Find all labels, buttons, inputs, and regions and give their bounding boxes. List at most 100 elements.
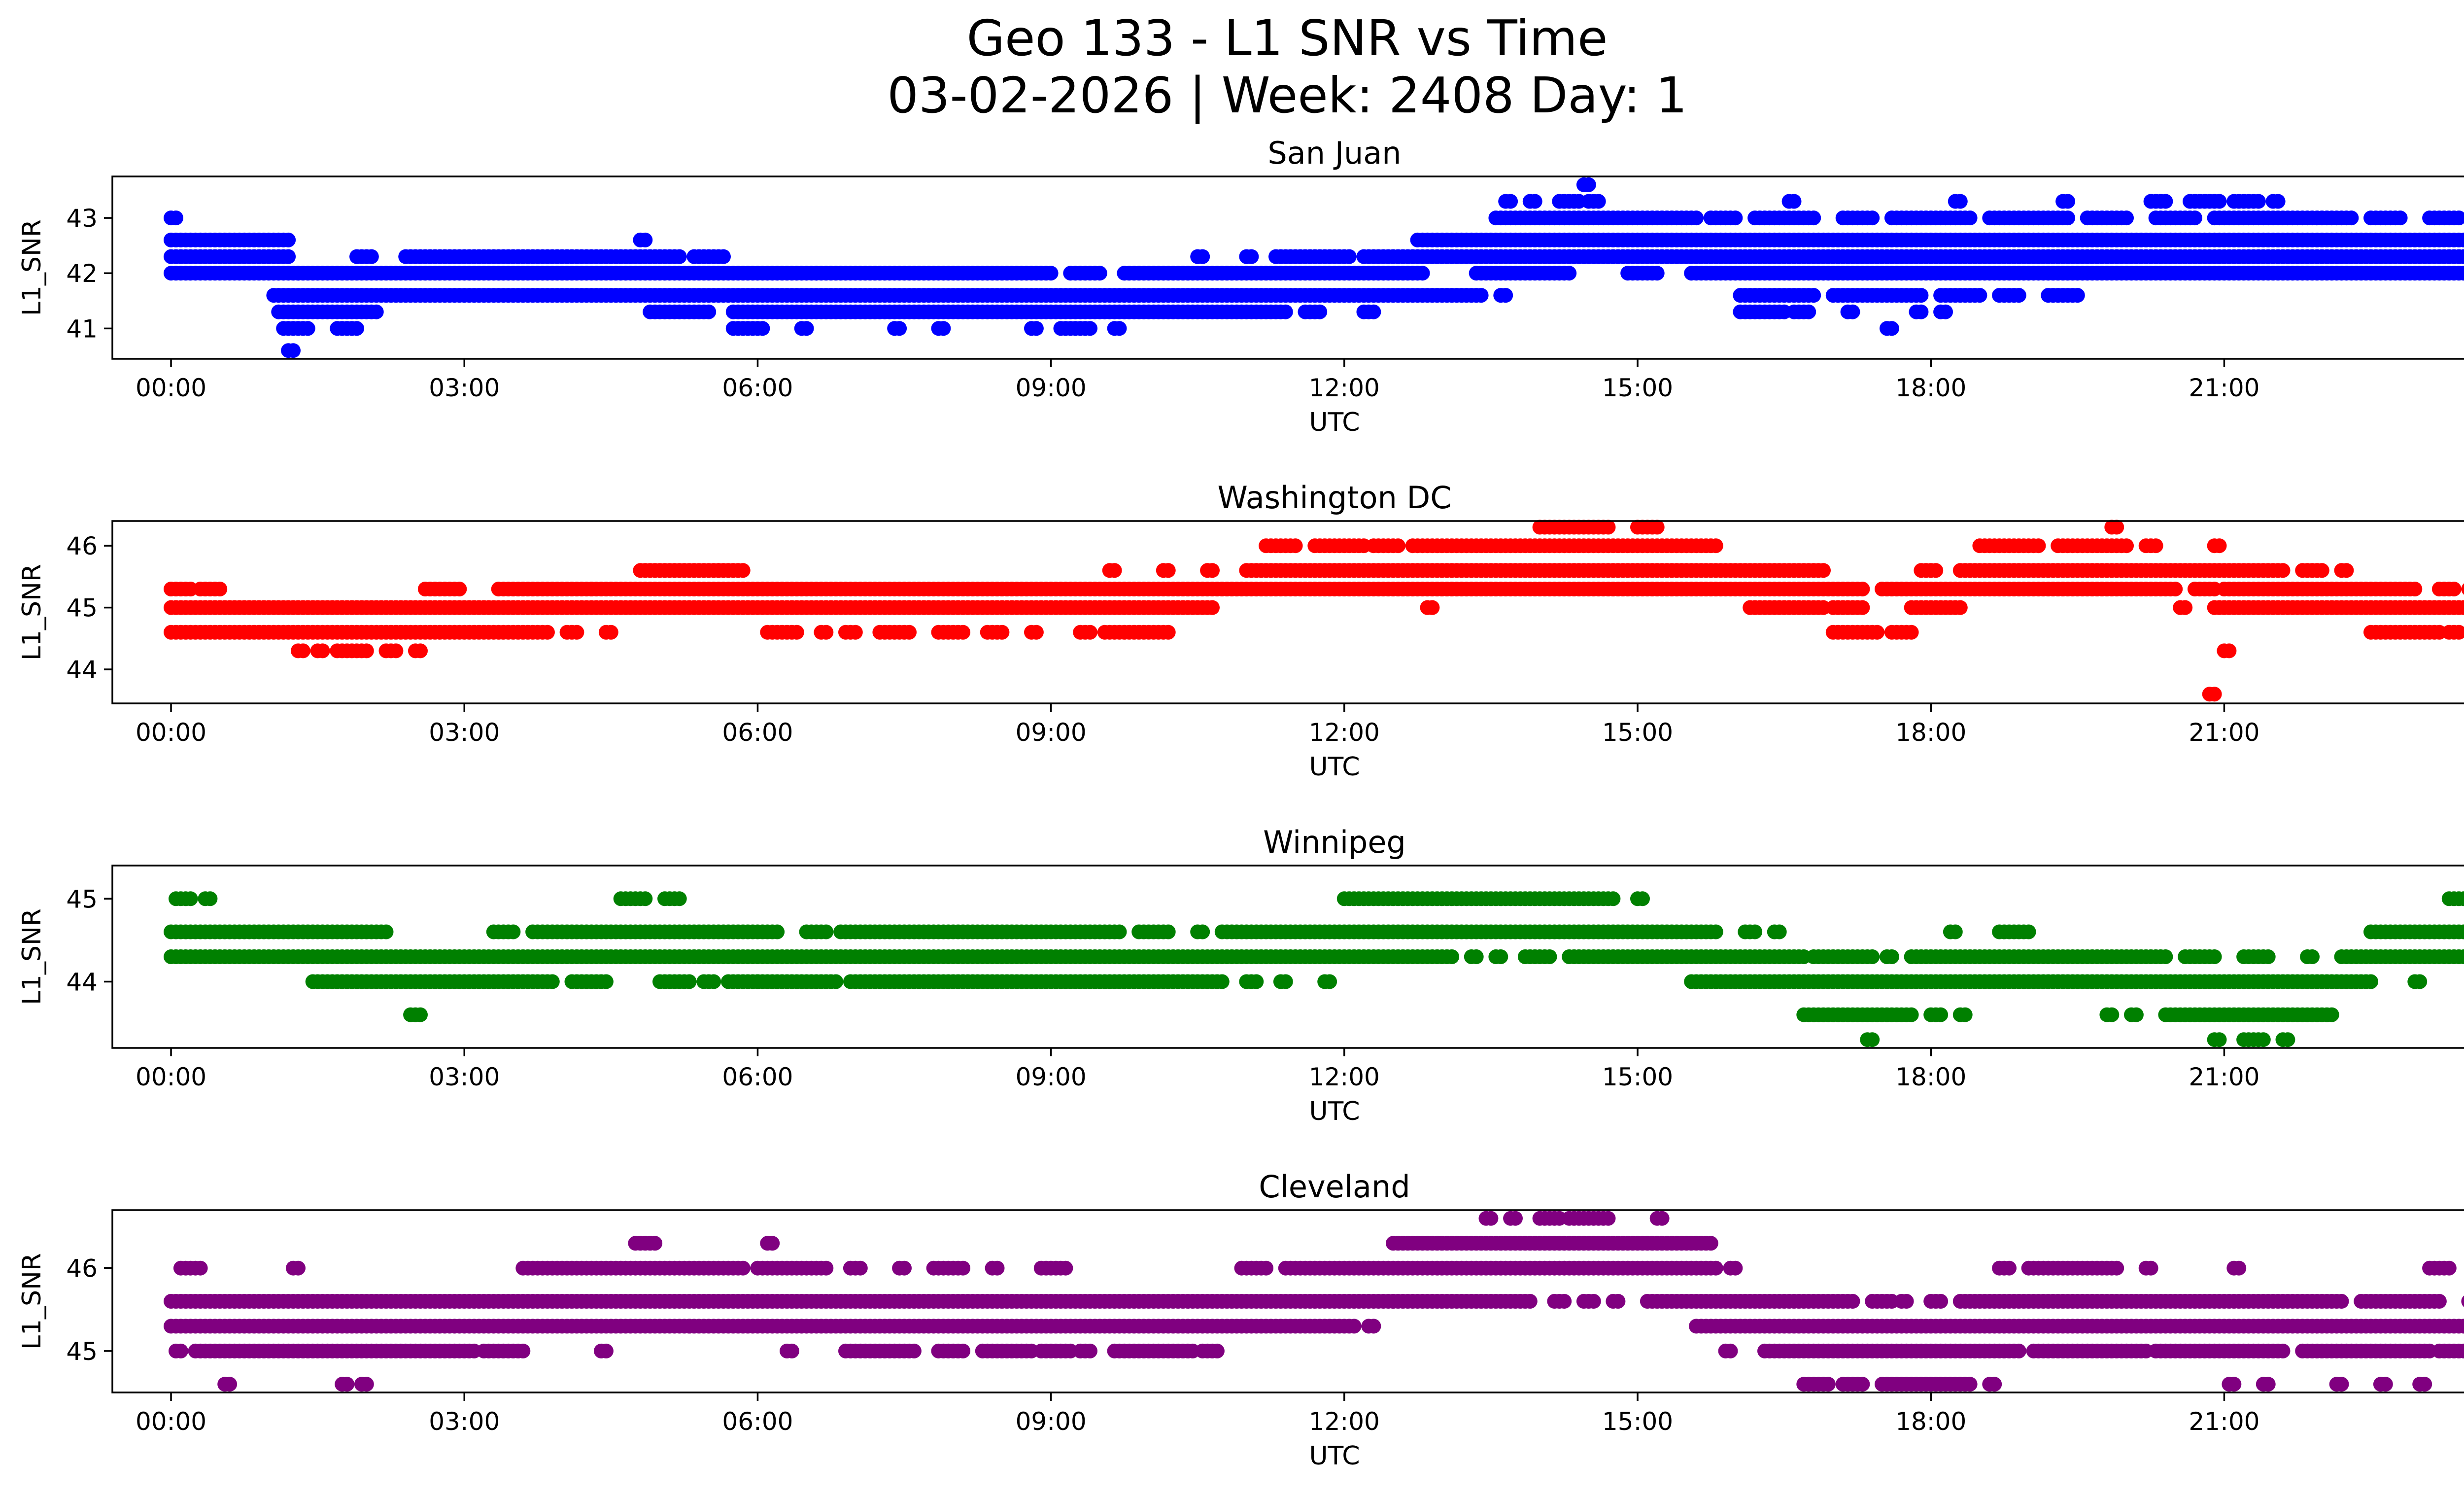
data-point [2305,949,2320,964]
y-tick-label: 42 [66,259,98,288]
data-point [2256,1032,2271,1047]
data-point [1028,625,1044,640]
data-point [1606,891,1621,906]
data-point [819,924,834,939]
x-tick-label: 15:00 [1602,718,1673,747]
data-point [1952,194,1968,209]
subplot-title-cleveland: Cleveland [1259,1169,1410,1205]
y-axis-label-san-juan: L1_SNR [17,219,47,316]
data-point [1161,563,1176,578]
data-point [936,321,951,336]
data-point [1635,891,1650,906]
data-point [1195,249,1210,264]
data-point [2060,210,2075,226]
data-point [994,625,1010,640]
data-point [1601,520,1616,535]
data-point [1952,600,1968,615]
data-point [315,643,330,659]
data-point [1259,1260,1274,1276]
data-point [2456,232,2464,247]
data-point [1288,538,1303,554]
data-point [2104,1007,2120,1022]
data-point [388,643,404,659]
data-point [1425,600,1440,615]
data-point [1161,625,1176,640]
data-point [1391,538,1405,554]
x-axis-label-washington-dc: UTC [1309,752,1360,782]
data-point [672,249,687,264]
data-point [755,321,770,336]
data-point [848,625,863,640]
data-point [2275,563,2291,578]
x-tick-label: 06:00 [722,1063,793,1091]
y-tick-label: 46 [66,532,98,560]
data-point [1557,1294,1572,1309]
data-point [2231,1260,2247,1276]
y-tick-label: 43 [66,204,98,233]
data-point [2109,1260,2124,1276]
data-point [1865,949,1880,964]
data-point [1586,1294,1601,1309]
data-point [569,625,584,640]
data-point [1649,520,1665,535]
data-point [1904,1007,1919,1022]
data-point [1933,1007,1949,1022]
x-tick-label: 00:00 [136,718,206,747]
data-point [1278,974,1293,989]
data-point [2456,266,2464,281]
data-point [2109,520,2124,535]
data-point [1865,1032,1880,1047]
data-point [1112,321,1127,336]
data-point [956,1260,971,1276]
data-point [2461,250,2464,263]
data-point [506,924,521,939]
x-tick-label: 15:00 [1602,374,1673,402]
data-point [1914,304,1929,319]
data-point [1312,304,1328,319]
data-point [902,625,917,640]
data-point [1855,600,1870,615]
data-point [2212,538,2227,554]
data-point [2461,926,2464,938]
x-tick-label: 21:00 [2189,718,2259,747]
data-point [2446,582,2462,596]
data-point [897,1260,912,1276]
x-axis-label-winnipeg: UTC [1309,1097,1360,1126]
data-point [1205,563,1220,578]
axes-frame-san-juan [111,175,2464,360]
data-point [2461,234,2464,246]
data-point [1708,924,1723,939]
data-point [1938,304,1953,319]
data-point [452,582,467,596]
data-point [1083,625,1097,640]
data-point [2222,643,2237,659]
data-point [603,625,618,640]
data-point [1855,582,1870,596]
data-point [1962,210,1978,226]
data-point [2456,924,2464,939]
data-point [1444,949,1460,964]
x-tick-label: 09:00 [1016,1063,1087,1091]
data-point [1503,194,1518,209]
x-tick-label: 12:00 [1309,1063,1380,1091]
x-tick-label: 03:00 [429,1063,500,1091]
data-point [413,1007,428,1022]
data-point [1092,266,1107,281]
data-point [789,625,804,640]
x-tick-label: 18:00 [1895,1063,1966,1091]
data-point [2456,249,2464,264]
data-point [638,232,653,247]
data-point [1083,321,1097,336]
data-point [1043,266,1059,281]
data-point [956,625,971,640]
data-point [2119,210,2134,226]
data-point [1278,304,1293,319]
data-point [1747,924,1763,939]
data-point [193,1260,208,1276]
data-point [1806,210,1821,226]
data-point [1786,194,1802,209]
data-point [2021,924,2036,939]
x-tick-label: 03:00 [429,718,500,747]
